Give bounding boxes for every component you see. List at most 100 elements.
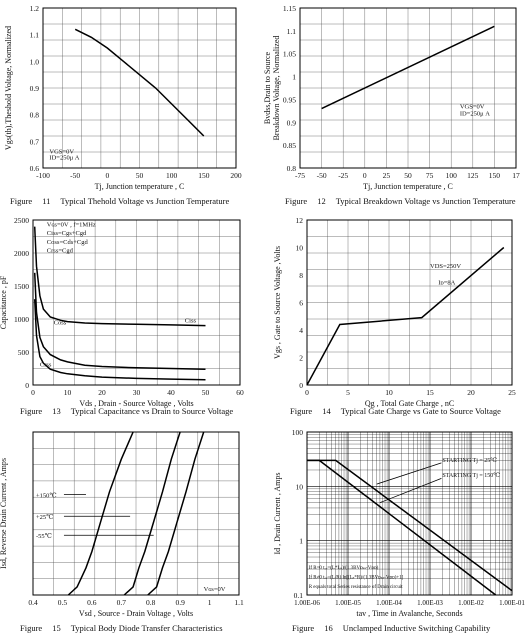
y-tick-label: 1500 (14, 282, 29, 291)
x-tick-label: 0.4 (28, 598, 38, 607)
caption-fig-11: Figure 11 Typical Thehold Voltage vs Junct… (10, 196, 230, 206)
x-tick-label: 40 (167, 388, 175, 397)
series-line (147, 431, 205, 596)
y-tick-label: 0.1 (294, 591, 304, 600)
caption-fig-16: Figure 16 Unclamped Inductive Switching Ca… (292, 623, 491, 633)
x-tick-label: 1.00E-02 (458, 599, 484, 607)
x-tick-label: 150 (198, 171, 210, 180)
x-axis-label: Vsd , Source - Drain Voltage , Volts (79, 609, 193, 618)
y-tick-label: 1.1 (287, 27, 297, 36)
pointer-arrow (379, 478, 442, 504)
annotation: VGS=0V (49, 148, 74, 155)
y-tick-label: 10 (296, 244, 304, 253)
x-tick-label: 125 (467, 171, 479, 180)
x-axis-label: Vds , Drain - Source Voltage , Volts (79, 399, 193, 408)
plot-frame (42, 7, 237, 169)
y-tick-label: 1.2 (30, 4, 40, 13)
x-tick-label: 25 (508, 388, 516, 397)
x-tick-label: 50 (202, 388, 210, 397)
x-tick-label: 5 (346, 388, 350, 397)
annotation: Crss=Cgd (47, 247, 74, 254)
y-axis-label: Id , Drain Current , Amps (273, 473, 282, 555)
x-axis-label: tav , Time in Avalanche, Seconds (356, 609, 462, 618)
x-tick-label: 60 (236, 388, 244, 397)
x-tick-label: 1.1 (234, 598, 244, 607)
x-tick-label: 150 (489, 171, 501, 180)
x-tick-label: 0 (363, 171, 367, 180)
y-tick-label: 0.85 (283, 141, 296, 150)
x-axis-label: Tj, Junction temperature , C (95, 182, 185, 191)
series-label: Coss (54, 319, 67, 326)
y-tick-label: 1.05 (283, 50, 296, 59)
y-tick-label: 1.15 (283, 4, 296, 13)
plot-frame (32, 219, 241, 386)
y-tick-label: 2 (299, 354, 303, 363)
x-tick-label: 0.6 (87, 598, 97, 607)
annotation: STARTING Tj = 150℃ (442, 472, 500, 479)
y-tick-label: 2000 (14, 249, 29, 258)
chart-12: -75 -50 -25 0 25 50 75 100 125 150 17 0.8 0.85 0.9 0.9… (263, 4, 520, 191)
x-tick-label: 1.00E-05 (335, 599, 361, 607)
series-line (67, 431, 134, 596)
x-tick-label: 1.00E-06 (294, 599, 320, 607)
series-line (123, 431, 181, 596)
annotation: If R=0 tₐᵥ=(L*Iₐₛ)/(1.3BVᴅₛₛ-Vᴅᴅ) (309, 566, 379, 571)
y-tick-label: 2500 (14, 216, 29, 225)
chart-13: 0 10 20 30 40 50 60 0 500 1000 1500 2000 2500 Vds , D… (0, 216, 244, 408)
plot-frame (299, 7, 517, 169)
x-tick-label: 50 (404, 171, 412, 180)
x-tick-label: -100 (36, 171, 50, 180)
annotation: VGS=0V (460, 104, 485, 111)
annotation: STARTING Tj = 25℃ (442, 457, 497, 464)
caption-fig-12: Figure 12 Typical Breakdown Voltage vs Jun… (285, 196, 516, 206)
annotation: R equals total Series resistance of Drai… (309, 585, 404, 590)
caption-fig-13: Figure 13 Typical Capacitance vs Drain to … (20, 406, 234, 416)
x-tick-label: 20 (98, 388, 106, 397)
caption-fig-14: Figure 14 Typical Gate Charge vs Gate to S… (290, 406, 501, 416)
chart-15: 0.4 0.5 0.6 0.7 0.8 0.9 1 1.1 Vsd , Source - Dra… (0, 431, 244, 618)
y-tick-label: 0.8 (30, 111, 40, 120)
x-tick-label: 100 (446, 171, 458, 180)
x-tick-label: 20 (467, 388, 475, 397)
pointer-arrow (376, 462, 442, 485)
y-tick-label: 0.8 (287, 164, 297, 173)
chart-14: 0 5 10 15 20 25 0 2 4 6 8 10 12 Qg , Total Gate Charg… (273, 216, 516, 408)
annotation: VDS=250V (430, 263, 461, 270)
y-tick-label: 0 (25, 381, 29, 390)
x-tick-label: -50 (70, 171, 80, 180)
x-tick-label: 200 (230, 171, 242, 180)
x-tick-label: 30 (133, 388, 141, 397)
series-line (74, 28, 205, 137)
y-tick-label: 0.7 (30, 137, 40, 146)
x-tick-label: 0.5 (58, 598, 68, 607)
annotation: ID=250μ A (49, 154, 79, 161)
x-tick-label: 75 (426, 171, 434, 180)
annotation: Vɢs=0V , f=1MHz (47, 222, 96, 229)
annotation: Vɢs=0V (204, 586, 226, 593)
x-tick-label: 0 (305, 388, 309, 397)
series-label: +150℃ (36, 491, 57, 499)
y-tick-label: 6 (299, 299, 303, 308)
series-line (307, 459, 497, 596)
series-line (33, 299, 206, 381)
series-label: Crss (40, 362, 52, 369)
annotation: Ciss=Cgs+Cgd (47, 230, 87, 237)
series-line (307, 459, 513, 592)
series-label: +25℃ (36, 513, 53, 521)
y-tick-label: 0.9 (287, 118, 297, 127)
y-axis-label: Breakdown Voltage, Normalized (272, 36, 281, 141)
series-line (33, 272, 206, 370)
y-tick-label: 1000 (14, 315, 29, 324)
y-tick-label: 4 (299, 326, 303, 335)
x-tick-label: -25 (338, 171, 348, 180)
x-tick-label: 1.00E-01 (499, 599, 525, 607)
y-tick-label: 0.6 (30, 164, 40, 173)
y-axis-label: Capacitance , pF (0, 275, 8, 329)
series-line (306, 246, 505, 386)
y-axis-label: Bvdss,Drain to Source (263, 51, 272, 124)
x-tick-label: 0.8 (146, 598, 156, 607)
y-tick-label: 10 (296, 482, 304, 491)
y-tick-label: 0 (299, 381, 303, 390)
y-tick-label: 1.0 (30, 57, 40, 66)
